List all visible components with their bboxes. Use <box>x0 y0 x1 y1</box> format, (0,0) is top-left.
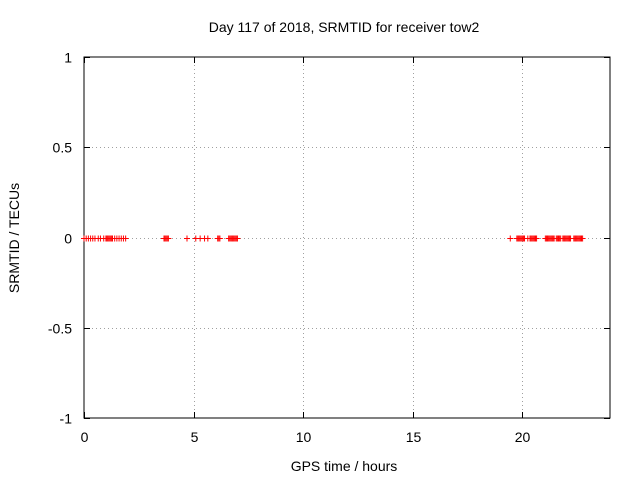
x-axis-label: GPS time / hours <box>291 458 398 474</box>
y-tick-label: 0.5 <box>53 140 73 156</box>
data-point <box>216 235 223 242</box>
data-point <box>184 235 191 242</box>
x-tick-label: 0 <box>81 429 89 445</box>
data-point <box>204 235 211 242</box>
data-point <box>533 235 540 242</box>
axis-ticks: 1 0.5 0 -0.5 -1 0 5 10 15 20 <box>48 50 610 445</box>
data-point <box>234 235 241 242</box>
data-point <box>507 235 514 242</box>
x-tick-label: 5 <box>191 429 199 445</box>
y-tick-label: 1 <box>64 50 72 66</box>
chart-title: Day 117 of 2018, SRMTID for receiver tow… <box>209 19 480 35</box>
y-tick-label: -1 <box>60 411 73 427</box>
y-axis-label: SRMTID / TECUs <box>6 183 22 293</box>
y-tick-label: -0.5 <box>48 321 72 337</box>
data-point <box>122 235 129 242</box>
x-tick-label: 20 <box>515 429 531 445</box>
data-point <box>579 235 586 242</box>
x-tick-label: 15 <box>406 429 422 445</box>
x-tick-label: 10 <box>296 429 312 445</box>
data-points <box>81 235 586 242</box>
data-point <box>165 235 172 242</box>
y-tick-label: 0 <box>64 231 72 247</box>
